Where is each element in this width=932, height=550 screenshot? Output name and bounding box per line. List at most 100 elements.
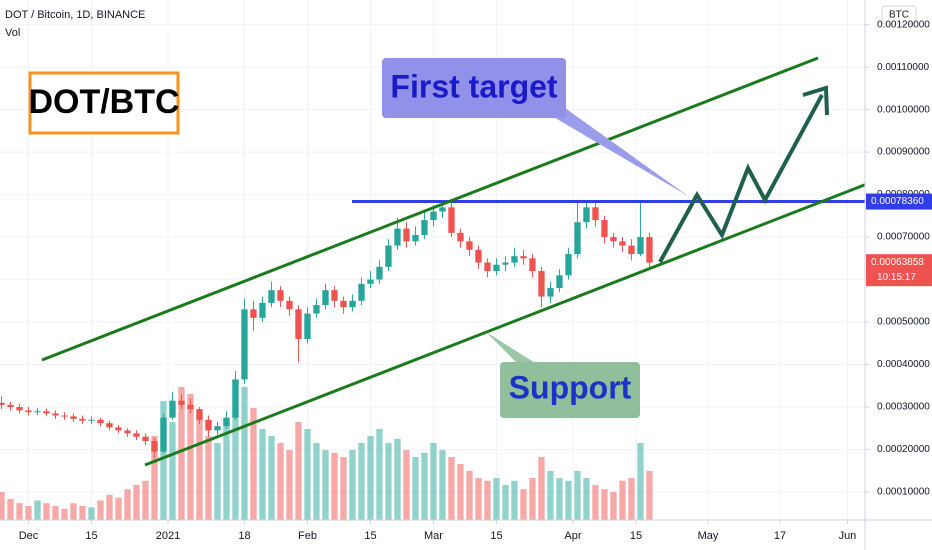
volume-bar	[133, 485, 140, 520]
candle-body	[628, 245, 635, 255]
y-tick-label: 0.00030000	[877, 402, 930, 413]
volume-bar	[151, 436, 158, 520]
volume-bar	[403, 450, 410, 520]
volume-bar	[331, 452, 338, 520]
channel-upper	[41, 56, 819, 362]
last-price-tag	[866, 254, 932, 287]
candle-body	[565, 254, 572, 276]
volume-bar	[124, 489, 131, 520]
volume-bar	[304, 429, 311, 520]
x-tick-label: 15	[364, 530, 376, 542]
candle-body	[169, 400, 176, 418]
candle-body	[592, 207, 599, 221]
volume-bar	[25, 506, 32, 520]
candle-body	[439, 207, 446, 212]
volume-bar	[187, 394, 194, 520]
candle-body	[376, 266, 383, 280]
candle-body	[322, 290, 329, 306]
candle-body	[619, 241, 626, 246]
y-tick-label: 0.00010000	[877, 487, 930, 498]
candle-body	[97, 419, 104, 424]
pair-label: DOT/BTC	[28, 83, 179, 121]
x-tick-label: 15	[85, 530, 97, 542]
x-tick-label: 17	[774, 530, 786, 542]
candle-body	[232, 379, 239, 418]
volume-bar	[538, 457, 545, 520]
volume-bar	[430, 443, 437, 520]
volume-bar	[520, 489, 527, 520]
volume-bar	[52, 506, 59, 520]
candle-body	[259, 302, 266, 318]
candle-body	[610, 237, 617, 242]
x-tick-label: Dec	[19, 530, 39, 542]
candle-body	[205, 419, 212, 431]
candle-body	[502, 262, 509, 265]
volume-bar	[16, 503, 23, 520]
volume-bar	[349, 450, 356, 520]
candle-body	[79, 418, 86, 421]
candle-body	[538, 271, 545, 297]
grid	[0, 0, 865, 520]
candle-layer	[0, 200, 865, 459]
volume-bar	[142, 480, 149, 520]
candle-body	[223, 417, 230, 427]
drawings: First target Support DOT/BTC	[28, 56, 873, 467]
y-tick-label: 0.00090000	[877, 147, 930, 158]
time-axis-bg	[0, 520, 932, 550]
candle-body	[286, 300, 293, 310]
candle-body	[493, 264, 500, 272]
volume-bar	[61, 508, 68, 520]
support-pointer	[486, 332, 540, 366]
pair-box	[28, 71, 180, 135]
volume-bar	[619, 480, 626, 520]
y-tick-label: 0.00020000	[877, 444, 930, 455]
candle-body	[349, 300, 356, 308]
volume-bar	[511, 480, 518, 520]
volume-bar	[196, 415, 203, 520]
candle-body	[25, 410, 32, 413]
candle-body	[124, 430, 131, 434]
target-tag-label: 0.00078360	[871, 196, 924, 207]
volume-bar	[457, 464, 464, 520]
candle-body	[196, 409, 203, 420]
volume-bar	[502, 485, 509, 520]
candle-body	[394, 228, 401, 246]
x-tick-label: 2021	[156, 530, 180, 542]
volume-bar	[259, 429, 266, 520]
volume-bar	[214, 443, 221, 520]
candle-body	[295, 309, 302, 340]
candle-body	[250, 309, 257, 318]
candle-body	[160, 417, 167, 452]
volume-bar	[106, 494, 113, 520]
volume-label: Vol	[5, 27, 20, 39]
candle-body	[430, 211, 437, 221]
volume-bar	[385, 443, 392, 520]
candle-body	[115, 427, 122, 431]
target-tag	[866, 193, 932, 210]
volume-bar	[295, 422, 302, 520]
candle-body	[304, 313, 311, 340]
volume-bar	[475, 478, 482, 520]
projection-arrow	[658, 94, 824, 263]
volume-bar	[637, 443, 644, 520]
volume-bar	[322, 450, 329, 520]
support-box	[500, 362, 640, 418]
candle-body	[43, 411, 50, 414]
x-tick-label: Mar	[424, 530, 443, 542]
y-tick-label: 0.00040000	[877, 359, 930, 370]
volume-bar	[628, 478, 635, 520]
candle-body	[637, 237, 644, 255]
candle-body	[358, 283, 365, 301]
candle-body	[313, 305, 320, 314]
volume-bar	[223, 422, 230, 520]
candle-body	[511, 256, 518, 263]
candle-body	[151, 441, 158, 452]
candle-body	[520, 256, 527, 259]
volume-bar	[169, 422, 176, 520]
volume-bar	[412, 457, 419, 520]
target-label: First target	[390, 68, 557, 104]
volume-bar	[583, 478, 590, 520]
volume-bar	[547, 471, 554, 520]
y-tick-label: 0.00120000	[877, 19, 930, 30]
